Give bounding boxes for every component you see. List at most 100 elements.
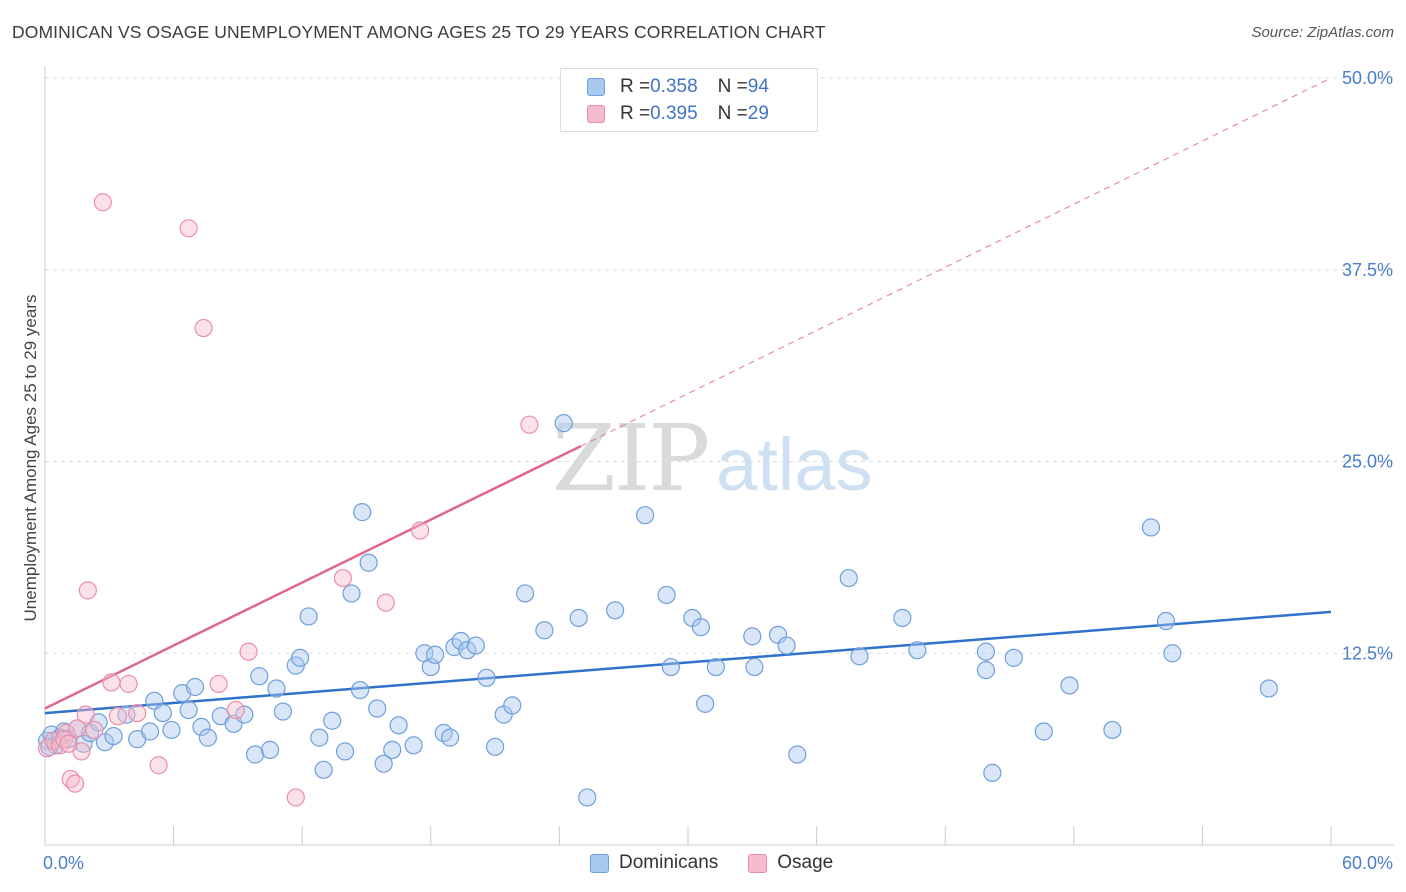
y-tick-label: 12.5% — [1342, 643, 1393, 663]
data-point-osage — [410, 521, 430, 540]
legend-r-label: R = — [620, 76, 651, 97]
data-point-dominicans — [696, 694, 715, 713]
data-point-dominicans — [140, 722, 160, 741]
data-point-dominicans — [153, 703, 172, 723]
data-point-osage — [520, 415, 539, 434]
legend-swatch-osage — [748, 853, 768, 873]
data-point-osage — [286, 788, 305, 807]
data-point-dominicans — [661, 657, 680, 677]
data-point-dominicans — [310, 728, 329, 747]
y-tick-label: 37.5% — [1342, 260, 1393, 280]
data-point-dominicans — [1156, 611, 1176, 631]
data-point-dominicans — [104, 726, 123, 746]
data-point-osage — [76, 705, 95, 724]
data-point-dominicans — [983, 763, 1002, 783]
data-point-dominicans — [503, 696, 522, 715]
legend-n-label: N = — [717, 76, 748, 97]
chart-title: DOMINICAN VS OSAGE UNEMPLOYMENT AMONG AG… — [12, 22, 826, 42]
data-point-osage — [93, 193, 112, 212]
data-point-dominicans — [839, 568, 858, 588]
data-point-osage — [108, 707, 127, 726]
series-legend: Dominicans Osage — [590, 852, 863, 874]
y-tick-label: 25.0% — [1342, 452, 1393, 472]
data-point-dominicans — [893, 608, 912, 628]
data-point-osage — [102, 673, 121, 692]
data-point-osage — [149, 756, 168, 775]
data-point-dominicans — [404, 736, 423, 755]
trend-line-osage-extension — [580, 77, 1332, 447]
y-tick-label: 50.0% — [1342, 68, 1393, 88]
data-point-dominicans — [368, 699, 387, 718]
legend-n-label: N = — [717, 103, 748, 124]
x-tick-label: 60.0% — [1342, 853, 1393, 873]
data-point-osage — [239, 642, 258, 661]
legend-item-dominicans[interactable]: Dominicans — [590, 852, 718, 874]
data-point-dominicans — [976, 661, 996, 680]
data-point-dominicans — [162, 720, 181, 740]
data-point-dominicans — [1163, 644, 1182, 663]
data-point-dominicans — [466, 636, 485, 655]
data-point-dominicans — [745, 657, 764, 677]
data-point-dominicans — [245, 745, 265, 764]
data-point-dominicans — [569, 608, 588, 628]
data-point-dominicans — [383, 740, 402, 759]
stats-legend: R = 0.358 N = 94 R = 0.395 N = 29 — [560, 68, 818, 132]
data-point-dominicans — [486, 737, 505, 756]
legend-r-label: R = — [620, 103, 651, 124]
data-point-dominicans — [743, 627, 762, 646]
data-point-dominicans — [335, 742, 355, 761]
data-point-dominicans — [273, 702, 293, 721]
data-point-dominicans — [1060, 676, 1079, 695]
data-point-dominicans — [440, 728, 460, 747]
data-point-dominicans — [192, 717, 211, 736]
data-point-osage — [376, 593, 395, 612]
legend-swatch-dominicans — [587, 78, 605, 96]
axes — [44, 66, 1394, 846]
data-point-dominicans — [250, 667, 269, 686]
data-point-dominicans — [425, 645, 445, 664]
trend-line-dominicans — [44, 610, 1332, 715]
data-point-dominicans — [458, 641, 477, 660]
data-point-dominicans — [535, 621, 554, 640]
legend-row-dominicans: R = 0.358 N = 94 — [587, 76, 769, 98]
data-point-osage — [209, 674, 228, 694]
data-point-osage — [85, 720, 104, 740]
data-points — [38, 193, 1278, 807]
data-point-osage — [226, 700, 245, 720]
chart-source: Source: ZipAtlas.com — [1251, 24, 1394, 41]
data-point-osage — [59, 734, 78, 753]
trend-lines — [44, 77, 1332, 715]
data-point-dominicans — [691, 618, 710, 637]
data-point-dominicans — [1103, 720, 1122, 740]
data-point-osage — [65, 774, 85, 793]
legend-row-osage: R = 0.395 N = 29 — [587, 103, 769, 125]
data-point-dominicans — [657, 585, 676, 605]
data-point-dominicans — [323, 711, 342, 730]
legend-swatch-dominicans — [590, 853, 609, 873]
data-point-dominicans — [706, 657, 725, 677]
data-point-dominicans — [1004, 648, 1023, 667]
data-point-dominicans — [359, 553, 378, 572]
data-point-osage — [194, 318, 213, 338]
data-point-dominicans — [235, 705, 254, 724]
data-point-dominicans — [342, 584, 361, 603]
data-point-dominicans — [299, 607, 318, 626]
data-point-dominicans — [290, 648, 310, 667]
grid-lines — [45, 77, 1394, 654]
legend-item-osage[interactable]: Osage — [748, 852, 833, 874]
legend-r-value: 0.358 — [650, 76, 698, 97]
legend-swatch-osage — [587, 105, 605, 123]
data-point-dominicans — [260, 740, 280, 759]
data-point-dominicans — [389, 716, 408, 735]
data-point-osage — [333, 568, 353, 588]
data-point-dominicans — [374, 754, 393, 773]
data-point-dominicans — [578, 788, 597, 807]
data-point-dominicans — [198, 728, 217, 747]
data-point-dominicans — [1141, 518, 1161, 537]
data-point-dominicans — [636, 506, 655, 525]
data-point-dominicans — [314, 760, 333, 779]
data-point-dominicans — [1034, 722, 1053, 741]
data-point-dominicans — [554, 414, 573, 433]
data-point-dominicans — [145, 691, 164, 710]
